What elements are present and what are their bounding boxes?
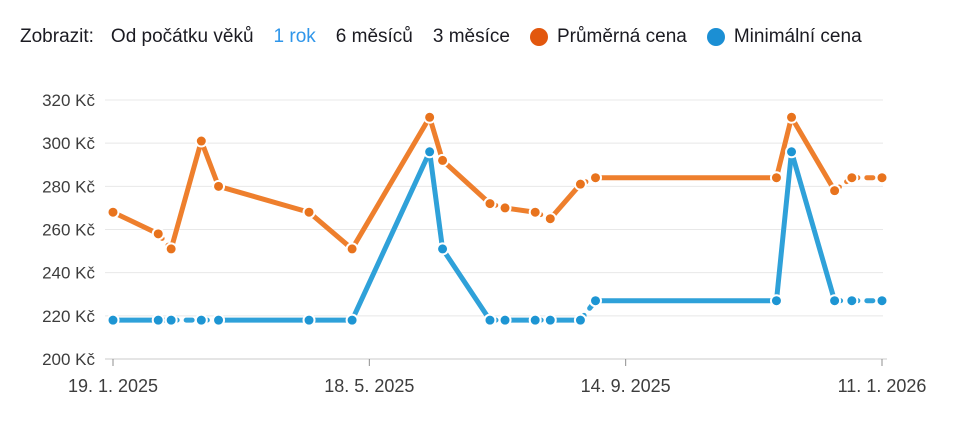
y-axis-label: 240 Kč — [42, 264, 95, 283]
y-axis-label: 220 Kč — [42, 307, 95, 326]
data-point[interactable] — [498, 313, 512, 327]
data-point[interactable] — [436, 242, 450, 256]
x-axis-label: 19. 1. 2025 — [68, 376, 158, 396]
legend-item-average-price[interactable]: Průměrná cena — [529, 26, 687, 48]
series-segment — [349, 114, 433, 252]
data-point[interactable] — [423, 145, 437, 159]
data-point[interactable] — [212, 313, 226, 327]
series-segment — [198, 138, 222, 189]
data-point[interactable] — [845, 294, 859, 308]
range-option-3-months[interactable]: 3 měsíce — [432, 26, 510, 47]
data-point[interactable] — [436, 153, 450, 167]
range-option-1-year[interactable]: 1 rok — [273, 26, 316, 47]
data-point[interactable] — [785, 145, 799, 159]
legend-label-minimum-price: Minimální cena — [733, 26, 862, 47]
data-point[interactable] — [106, 313, 120, 327]
data-point[interactable] — [543, 313, 557, 327]
series-segment — [216, 183, 312, 215]
data-point[interactable] — [828, 294, 842, 308]
range-option-6-months[interactable]: 6 měsíců — [335, 26, 413, 47]
data-point[interactable] — [302, 205, 316, 219]
series-segment — [306, 209, 355, 252]
data-point[interactable] — [589, 171, 603, 185]
series-segment — [789, 149, 838, 304]
y-axis-label: 300 Kč — [42, 134, 95, 153]
data-point[interactable] — [302, 313, 316, 327]
series-segment — [440, 157, 493, 207]
data-point[interactable] — [483, 197, 497, 211]
data-point[interactable] — [164, 313, 178, 327]
range-option-all-time[interactable]: Od počátku věků — [110, 26, 254, 47]
data-point[interactable] — [769, 171, 783, 185]
series-segment — [773, 149, 795, 304]
data-point[interactable] — [498, 201, 512, 215]
data-point[interactable] — [589, 294, 603, 308]
data-point[interactable] — [151, 227, 165, 241]
x-axis-label: 14. 9. 2025 — [581, 376, 671, 396]
series-segment — [168, 138, 204, 252]
minimum-price-dot-icon — [706, 28, 725, 46]
legend-label-average-price: Průměrná cena — [556, 26, 687, 47]
y-axis-label: 280 Kč — [42, 177, 95, 196]
series-segment — [773, 114, 795, 181]
data-point[interactable] — [828, 184, 842, 198]
data-point[interactable] — [194, 313, 208, 327]
data-point[interactable] — [423, 110, 437, 124]
data-point[interactable] — [483, 313, 497, 327]
series-average-price — [106, 110, 889, 256]
series-segment — [789, 114, 838, 194]
chart-controls: Zobrazit: Od počátku věků 1 rok 6 měsíců… — [20, 25, 980, 49]
controls-label: Zobrazit: — [20, 26, 94, 47]
y-axis-label: 320 Kč — [42, 91, 95, 110]
data-point[interactable] — [528, 313, 542, 327]
x-axis-label: 11. 1. 2026 — [838, 376, 927, 396]
data-point[interactable] — [875, 294, 889, 308]
data-point[interactable] — [769, 294, 783, 308]
data-point[interactable] — [875, 171, 889, 185]
y-axis-label: 200 Kč — [42, 350, 95, 369]
data-point[interactable] — [845, 171, 859, 185]
data-point[interactable] — [345, 313, 359, 327]
data-point[interactable] — [151, 313, 165, 327]
data-point[interactable] — [106, 205, 120, 219]
series-segment — [440, 246, 493, 323]
y-axis-label: 260 Kč — [42, 221, 95, 240]
series-segment — [427, 114, 446, 163]
average-price-dot-icon — [529, 28, 548, 46]
data-point[interactable] — [573, 177, 587, 191]
data-point[interactable] — [345, 242, 359, 256]
data-point[interactable] — [212, 179, 226, 193]
series-segment — [110, 209, 161, 237]
series-segment — [427, 149, 446, 252]
data-point[interactable] — [528, 205, 542, 219]
data-point[interactable] — [164, 242, 178, 256]
data-point[interactable] — [573, 313, 587, 327]
data-point[interactable] — [785, 110, 799, 124]
legend-item-minimum-price[interactable]: Minimální cena — [706, 26, 862, 48]
data-point[interactable] — [194, 134, 208, 148]
series-minimum-price — [106, 145, 889, 327]
data-point[interactable] — [543, 212, 557, 226]
series-segment — [349, 149, 433, 323]
series-segment — [547, 181, 583, 222]
x-axis-label: 18. 5. 2025 — [324, 376, 414, 396]
